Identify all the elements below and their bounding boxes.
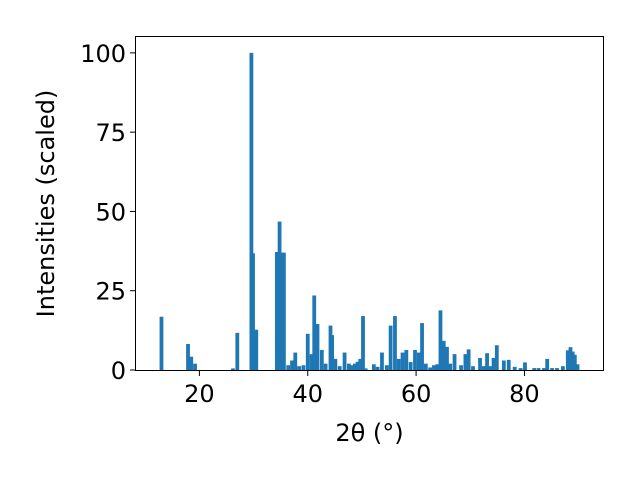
bar [481, 366, 486, 370]
bar [575, 364, 580, 370]
bar [189, 356, 194, 370]
bar [471, 366, 475, 370]
bar [478, 357, 482, 370]
bar [416, 352, 421, 370]
bar [413, 350, 417, 370]
bar [235, 332, 240, 370]
bar [231, 368, 235, 370]
bar-series [159, 52, 580, 371]
y-tick-label: 0 [111, 357, 126, 385]
bar [572, 354, 577, 370]
bar [393, 316, 397, 370]
bar [428, 367, 433, 370]
bar [355, 361, 360, 370]
bar [523, 362, 527, 370]
bar [459, 365, 463, 370]
bar [193, 363, 197, 370]
bar [290, 360, 294, 370]
bar [249, 52, 254, 371]
bar [400, 352, 405, 370]
plot-frame [135, 36, 604, 371]
y-tick-label: 50 [95, 198, 126, 226]
bar [337, 366, 342, 370]
bar [350, 365, 355, 370]
bar [561, 366, 565, 370]
bar [282, 252, 286, 370]
bar [342, 352, 347, 370]
x-tick-label: 80 [509, 380, 540, 408]
bar [305, 333, 310, 370]
bar [297, 366, 301, 370]
bar [532, 368, 537, 370]
bar [501, 360, 506, 370]
bar [550, 368, 554, 370]
bar [423, 363, 428, 370]
x-tick-label: 60 [401, 380, 432, 408]
bar [333, 358, 338, 370]
bar [380, 352, 384, 370]
bar [277, 221, 282, 370]
bar [371, 364, 376, 370]
bar [358, 358, 363, 370]
bar [445, 346, 449, 370]
y-tick-label: 25 [95, 278, 126, 306]
bar [330, 335, 335, 370]
bar [488, 366, 493, 370]
bar [441, 340, 446, 370]
bar [545, 358, 550, 370]
bar [186, 343, 190, 370]
bar [506, 359, 511, 370]
x-tick-label: 40 [292, 380, 323, 408]
bar [555, 368, 559, 370]
bar [536, 368, 541, 370]
bar [452, 354, 457, 370]
bar [491, 357, 496, 370]
bar [448, 363, 453, 370]
bar [420, 323, 424, 370]
bar [432, 365, 436, 370]
y-axis-ticks: 0 25 50 75 100 [80, 40, 136, 385]
bar [396, 358, 401, 370]
bar [363, 368, 368, 370]
bar [319, 350, 324, 370]
bar [494, 345, 499, 370]
bar [438, 310, 443, 370]
bar [512, 366, 517, 370]
x-axis-ticks: 20 40 60 80 [184, 370, 540, 408]
bar [565, 350, 570, 370]
bar [293, 352, 298, 370]
bar [274, 252, 279, 370]
bar [254, 329, 259, 370]
bar [542, 368, 546, 370]
bar [323, 363, 328, 370]
bar [570, 351, 575, 370]
bar [384, 365, 389, 370]
bar [404, 350, 409, 370]
bar [361, 316, 365, 370]
bar [388, 325, 393, 370]
bar [485, 353, 489, 370]
bar [463, 354, 468, 370]
bar [159, 316, 164, 370]
bar [347, 363, 351, 370]
bar [315, 324, 320, 370]
y-tick-label: 75 [95, 119, 126, 147]
y-axis-label: Intensities (scaled) [32, 90, 60, 318]
bar [408, 362, 413, 370]
bar [352, 363, 357, 370]
bar [251, 253, 255, 370]
bar [301, 365, 306, 370]
x-tick-label: 20 [184, 380, 215, 408]
bar [518, 368, 523, 370]
bar [568, 347, 573, 370]
bar [375, 366, 380, 370]
bar [435, 364, 440, 370]
bar [466, 349, 471, 370]
x-axis-label: 2θ (°) [335, 419, 403, 447]
y-tick-label: 100 [80, 40, 126, 68]
bar [286, 365, 291, 370]
bar [312, 295, 317, 370]
bar [309, 354, 314, 370]
